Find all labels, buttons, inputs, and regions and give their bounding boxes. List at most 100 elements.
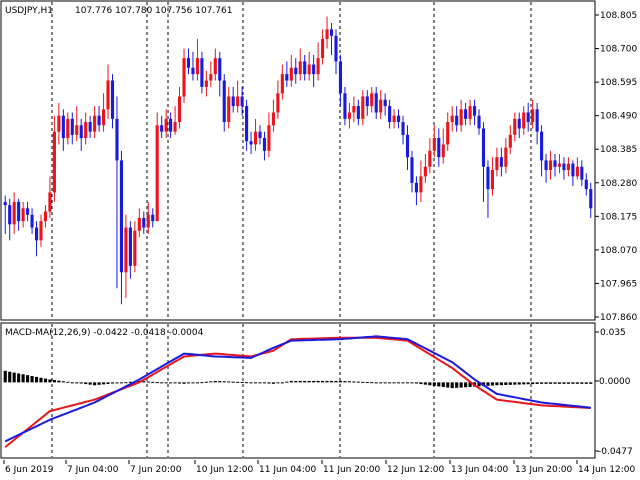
candle[interactable] (414, 176, 419, 206)
candle[interactable] (102, 93, 106, 132)
candle[interactable] (589, 182, 593, 218)
candle[interactable] (262, 131, 267, 161)
candle[interactable] (258, 125, 262, 145)
candle[interactable] (231, 86, 235, 113)
candle[interactable] (397, 109, 401, 129)
candle[interactable] (428, 138, 432, 174)
candle[interactable] (455, 106, 459, 132)
candle[interactable] (285, 61, 289, 87)
candle[interactable] (227, 86, 231, 129)
candle[interactable] (383, 93, 387, 116)
candle[interactable] (584, 173, 588, 196)
candle[interactable] (566, 157, 570, 177)
candle[interactable] (195, 38, 199, 81)
candle[interactable] (303, 54, 307, 81)
candle[interactable] (249, 131, 253, 155)
candle[interactable] (88, 115, 92, 139)
candle[interactable] (338, 54, 343, 107)
candle[interactable] (464, 102, 468, 126)
candle[interactable] (182, 48, 186, 103)
candle[interactable] (405, 125, 410, 170)
candle[interactable] (370, 86, 374, 113)
candle[interactable] (133, 221, 137, 273)
candle[interactable] (548, 150, 553, 180)
candle[interactable] (70, 112, 74, 145)
candle[interactable] (213, 48, 217, 81)
candle[interactable] (513, 112, 517, 142)
candle[interactable] (137, 208, 141, 238)
candle[interactable] (57, 102, 61, 145)
candle[interactable] (432, 125, 436, 158)
candle[interactable] (392, 109, 396, 129)
candle[interactable] (173, 106, 177, 135)
candle[interactable] (8, 198, 12, 241)
candle[interactable] (17, 198, 21, 231)
candlestick-series[interactable] (3, 16, 593, 305)
candle[interactable] (379, 90, 383, 119)
candle[interactable] (459, 99, 463, 132)
candle[interactable] (79, 118, 83, 151)
candle[interactable] (21, 201, 25, 228)
candle[interactable] (186, 48, 191, 75)
candle[interactable] (289, 54, 293, 87)
candle[interactable] (580, 160, 584, 186)
candle[interactable] (34, 221, 39, 257)
candle[interactable] (410, 150, 414, 193)
candle[interactable] (361, 90, 365, 126)
candle[interactable] (209, 61, 213, 87)
candle[interactable] (356, 99, 360, 126)
candle[interactable] (253, 118, 258, 151)
candle[interactable] (298, 48, 302, 81)
candle[interactable] (142, 211, 146, 234)
candle[interactable] (30, 208, 34, 234)
candle[interactable] (160, 115, 164, 139)
candle[interactable] (540, 125, 544, 177)
candle[interactable] (477, 109, 481, 135)
candle[interactable] (517, 112, 521, 139)
candle[interactable] (191, 51, 195, 81)
candle[interactable] (504, 138, 508, 174)
candle[interactable] (204, 70, 208, 97)
candle[interactable] (446, 112, 450, 151)
candle[interactable] (155, 112, 159, 222)
candle[interactable] (352, 96, 356, 123)
candle[interactable] (43, 205, 48, 228)
candle[interactable] (200, 51, 204, 94)
candle[interactable] (146, 201, 150, 234)
candle[interactable] (312, 54, 316, 87)
candle[interactable] (486, 160, 490, 218)
candle[interactable] (437, 128, 441, 167)
candle[interactable] (423, 154, 427, 183)
candle[interactable] (553, 154, 557, 177)
candle[interactable] (401, 115, 405, 145)
candle[interactable] (575, 157, 579, 180)
candle[interactable] (84, 112, 88, 145)
candle[interactable] (557, 154, 562, 174)
candle[interactable] (468, 99, 472, 126)
candle[interactable] (388, 99, 392, 129)
candle[interactable] (329, 22, 334, 55)
candle[interactable] (325, 16, 329, 49)
candle[interactable] (97, 106, 101, 132)
candle[interactable] (48, 176, 52, 218)
candle[interactable] (245, 99, 249, 151)
candle[interactable] (240, 86, 244, 116)
candle[interactable] (307, 51, 311, 81)
candle[interactable] (365, 90, 369, 116)
candle[interactable] (124, 214, 128, 298)
candle[interactable] (571, 160, 575, 186)
candle[interactable] (61, 109, 65, 151)
candle[interactable] (472, 99, 477, 126)
candle[interactable] (66, 112, 70, 145)
candle[interactable] (321, 29, 325, 65)
candle[interactable] (26, 201, 30, 222)
candle[interactable] (128, 221, 132, 279)
candle[interactable] (294, 58, 298, 84)
candle[interactable] (12, 192, 16, 234)
candle[interactable] (39, 214, 43, 247)
candle[interactable] (271, 99, 275, 132)
candle[interactable] (177, 86, 182, 129)
candle[interactable] (93, 106, 97, 139)
candle[interactable] (419, 160, 423, 202)
